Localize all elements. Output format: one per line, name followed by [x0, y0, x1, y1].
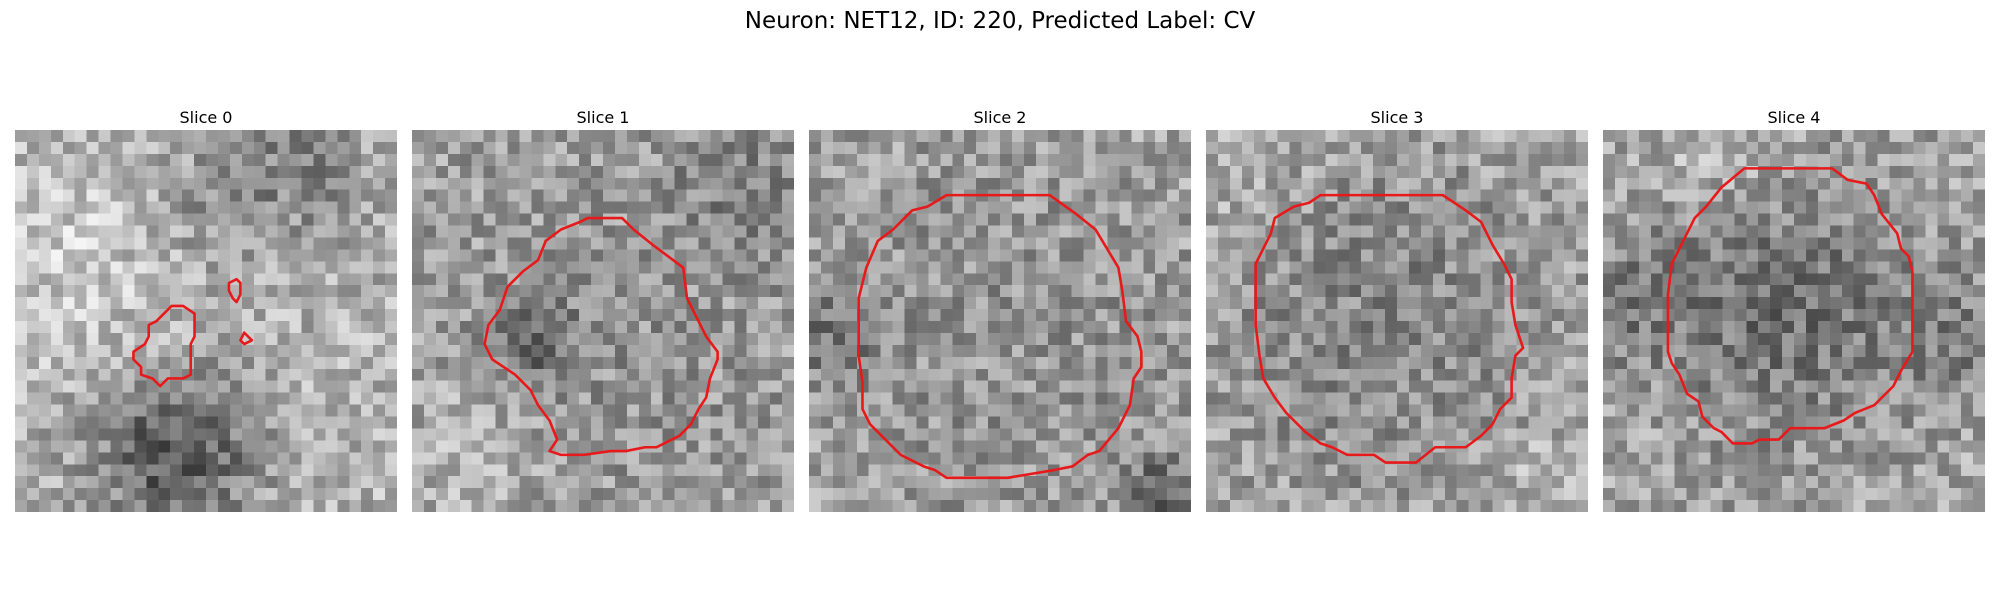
slice-image: [1206, 130, 1588, 512]
contour-line-0: [859, 195, 1142, 478]
slice-panel-3: Slice 3: [1206, 108, 1588, 512]
slice-image: [15, 130, 397, 512]
contour-line-2: [240, 333, 251, 344]
slice-title: Slice 2: [973, 108, 1027, 127]
slice-panel-1: Slice 1: [412, 108, 794, 512]
slice-title: Slice 4: [1767, 108, 1821, 127]
contour-line-0: [1256, 195, 1523, 462]
segmentation-contour: [809, 134, 1191, 516]
contour-line-0: [133, 306, 194, 386]
slice-panel-2: Slice 2: [809, 108, 1191, 512]
slice-title: Slice 3: [1370, 108, 1424, 127]
contour-line-0: [485, 218, 718, 455]
segmentation-contour: [1206, 134, 1588, 516]
figure-title: Neuron: NET12, ID: 220, Predicted Label:…: [744, 8, 1256, 34]
slice-panel-0: Slice 0: [15, 108, 397, 512]
slice-title: Slice 1: [576, 108, 630, 127]
slice-title: Slice 0: [179, 108, 233, 127]
slice-image: [412, 130, 794, 512]
segmentation-contour: [15, 134, 397, 516]
segmentation-contour: [412, 134, 794, 516]
slice-panel-4: Slice 4: [1603, 108, 1985, 512]
contour-line-0: [1668, 168, 1912, 443]
contour-line-1: [229, 279, 240, 302]
segmentation-contour: [1603, 134, 1985, 516]
